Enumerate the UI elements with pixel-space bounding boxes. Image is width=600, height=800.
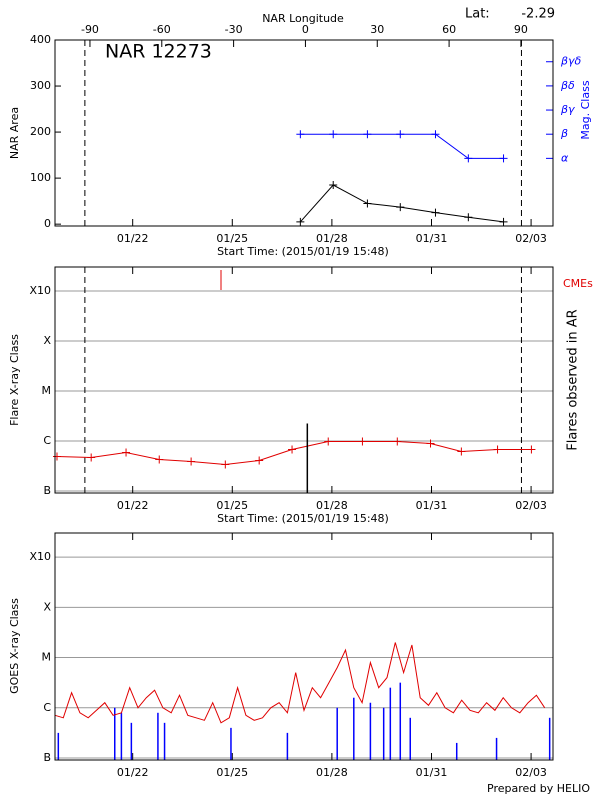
y-tick-label: 300 bbox=[30, 79, 51, 92]
plus-marker bbox=[464, 154, 473, 163]
y-tick-label: B bbox=[43, 751, 51, 764]
footer: Prepared by HELIO bbox=[487, 782, 590, 795]
y2-tick-label: β bbox=[560, 127, 568, 140]
series-line bbox=[54, 642, 546, 724]
plus-marker bbox=[255, 456, 264, 465]
plus-marker bbox=[122, 448, 131, 457]
plus-marker bbox=[288, 445, 297, 454]
plus-marker bbox=[499, 154, 508, 163]
lat-label: Lat: bbox=[465, 7, 490, 22]
plus-marker bbox=[329, 130, 338, 139]
y-axis-label: NAR Area bbox=[8, 107, 21, 159]
plot-frame bbox=[54, 266, 554, 494]
y-tick-label: X bbox=[43, 334, 51, 347]
x-tick-label: 01/25 bbox=[216, 232, 248, 245]
x-tick-label: 01/31 bbox=[416, 232, 448, 245]
x2-tick-label: -30 bbox=[225, 23, 243, 36]
lat-value: -2.29 bbox=[521, 7, 555, 22]
x2-tick-label: 30 bbox=[370, 23, 384, 36]
y-tick-label: B bbox=[43, 484, 51, 497]
y-axis-label: GOES X-ray Class bbox=[8, 598, 21, 694]
plus-marker bbox=[457, 447, 466, 456]
y-tick-label: M bbox=[42, 384, 52, 397]
x-tick-label: 01/25 bbox=[216, 766, 248, 779]
x-tick-label: 01/28 bbox=[316, 766, 348, 779]
y-tick-label: X10 bbox=[29, 550, 51, 563]
plus-marker bbox=[431, 130, 440, 139]
plus-marker bbox=[431, 208, 440, 217]
plus-marker bbox=[426, 439, 435, 448]
plus-marker bbox=[296, 217, 305, 226]
x2-axis-label: NAR Longitude bbox=[262, 12, 344, 25]
x-axis-label: Start Time: (2015/01/19 15:48) bbox=[217, 245, 389, 258]
series-line bbox=[300, 133, 504, 159]
y2-axis-label: Mag. Class bbox=[579, 80, 592, 139]
plus-marker bbox=[493, 445, 502, 454]
plus-marker bbox=[363, 130, 372, 139]
y-tick-label: C bbox=[43, 701, 51, 714]
x2-tick-label: 90 bbox=[514, 23, 528, 36]
plus-marker bbox=[87, 453, 96, 462]
plus-marker bbox=[396, 130, 405, 139]
y-tick-label: X10 bbox=[29, 284, 51, 297]
plus-marker bbox=[221, 460, 230, 469]
x-tick-label: 01/22 bbox=[117, 232, 149, 245]
cme-legend: CMEs bbox=[563, 277, 593, 290]
plus-marker bbox=[52, 452, 61, 461]
y-tick-label: 100 bbox=[30, 171, 51, 184]
x-tick-label: 01/28 bbox=[316, 232, 348, 245]
chart-title: NAR 12273 bbox=[105, 41, 212, 63]
y-tick-label: C bbox=[43, 434, 51, 447]
x-tick-label: 01/25 bbox=[216, 499, 248, 512]
plus-marker bbox=[396, 203, 405, 212]
plot-frame bbox=[54, 532, 554, 761]
x-tick-label: 01/31 bbox=[416, 499, 448, 512]
plus-marker bbox=[363, 199, 372, 208]
x-tick-label: 01/28 bbox=[316, 499, 348, 512]
x-tick-label: 01/22 bbox=[117, 766, 149, 779]
plus-marker bbox=[464, 213, 473, 222]
plus-marker bbox=[499, 217, 508, 226]
y-tick-label: 200 bbox=[30, 125, 51, 138]
x-tick-label: 02/03 bbox=[515, 232, 547, 245]
y2-axis-label: Flares observed in AR bbox=[566, 309, 581, 450]
series-line bbox=[299, 184, 504, 223]
plus-marker bbox=[393, 437, 402, 446]
y2-tick-label: α bbox=[561, 151, 569, 164]
x-tick-label: 01/31 bbox=[416, 766, 448, 779]
plus-marker bbox=[155, 455, 164, 464]
x2-tick-label: 60 bbox=[442, 23, 456, 36]
x-axis-label: Start Time: (2015/01/19 15:48) bbox=[217, 512, 389, 525]
plus-marker bbox=[296, 130, 305, 139]
x-tick-label: 02/03 bbox=[515, 766, 547, 779]
y2-tick-label: βγδ bbox=[560, 55, 582, 68]
plus-marker bbox=[329, 181, 338, 190]
x2-tick-label: -90 bbox=[81, 23, 99, 36]
x2-tick-label: -60 bbox=[153, 23, 171, 36]
plus-marker bbox=[324, 437, 333, 446]
y-tick-label: 0 bbox=[44, 217, 51, 230]
x-tick-label: 01/22 bbox=[117, 499, 149, 512]
y-tick-label: X bbox=[43, 600, 51, 613]
plus-marker bbox=[527, 445, 536, 454]
plus-marker bbox=[187, 457, 196, 466]
x-tick-label: 02/03 bbox=[515, 499, 547, 512]
y-tick-label: 400 bbox=[30, 33, 51, 46]
y-axis-label: Flare X-ray Class bbox=[8, 334, 21, 426]
plot-frame bbox=[54, 39, 554, 227]
x2-tick-label: 0 bbox=[302, 23, 309, 36]
y2-tick-label: βγ bbox=[560, 103, 575, 116]
plus-marker bbox=[358, 437, 367, 446]
y-tick-label: M bbox=[42, 651, 52, 664]
y2-tick-label: βδ bbox=[560, 79, 575, 92]
